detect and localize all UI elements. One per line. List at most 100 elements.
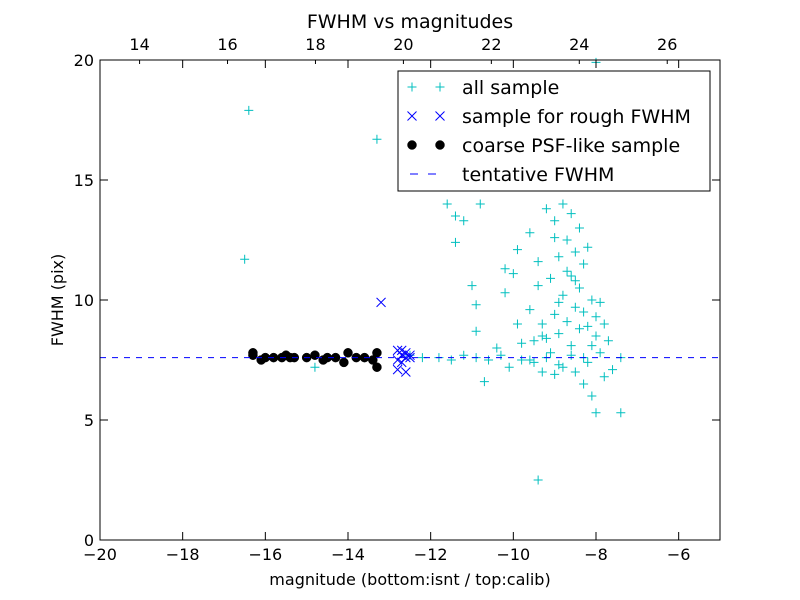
- x-tick-label-7: −6: [667, 545, 691, 564]
- data-point-2-1: [248, 348, 258, 358]
- top-tick-label-2: 18: [305, 35, 325, 54]
- data-point-0-52: [574, 283, 584, 293]
- legend-label-3: tentative FWHM: [462, 164, 614, 186]
- data-point-2-19: [372, 348, 382, 358]
- data-point-0-36: [550, 309, 560, 319]
- data-point-0-14: [492, 343, 502, 353]
- data-point-0-38: [554, 252, 564, 262]
- legend-swatch-1-b: [435, 111, 445, 121]
- data-point-0-63: [591, 331, 601, 341]
- data-point-0-58: [583, 321, 593, 331]
- data-point-0-47: [566, 341, 576, 351]
- data-point-0-9: [467, 281, 477, 291]
- legend-swatch-2-b: [435, 140, 445, 150]
- data-point-0-11: [471, 326, 481, 336]
- data-point-2-15: [343, 348, 353, 358]
- y-tick-label-4: 20: [74, 51, 94, 70]
- data-point-0-45: [566, 209, 576, 219]
- data-point-0-92: [554, 297, 564, 307]
- data-point-0-12: [475, 199, 485, 209]
- legend-swatch-2-a: [407, 140, 417, 150]
- legend: all sample sample for rough FWHM coarse PS…: [397, 70, 711, 192]
- data-point-2-14: [339, 357, 349, 368]
- x-tick-label-5: −10: [496, 545, 530, 564]
- data-point-0-39: [554, 329, 564, 339]
- data-point-0-49: [570, 302, 580, 312]
- top-tick-label-5: 24: [569, 35, 589, 54]
- data-point-0-16: [500, 288, 510, 298]
- data-point-0-90: [562, 266, 572, 276]
- data-point-0-93: [587, 341, 597, 351]
- data-point-0-21: [517, 338, 527, 348]
- data-point-1-8: [401, 367, 411, 377]
- chart-title: FWHM vs magnitudes: [307, 11, 513, 33]
- data-point-0-57: [583, 242, 593, 252]
- data-point-0-70: [608, 365, 618, 375]
- x-tick-label-6: −8: [584, 545, 608, 564]
- data-point-0-41: [558, 290, 568, 300]
- data-point-0-55: [579, 307, 589, 317]
- data-point-0-31: [541, 204, 551, 214]
- data-point-0-27: [533, 281, 543, 291]
- x-tick-label-4: −12: [414, 545, 448, 564]
- data-point-0-2: [372, 134, 382, 144]
- data-point-0-76: [446, 355, 456, 365]
- x-axis-label: magnitude (bottom:isnt / top:calib): [269, 570, 550, 589]
- data-point-0-32: [541, 333, 551, 343]
- data-point-0-8: [459, 216, 469, 226]
- top-tick-label-0: 14: [129, 35, 149, 54]
- data-point-0-10: [471, 300, 481, 310]
- data-point-0-71: [616, 408, 626, 418]
- data-point-0-44: [562, 317, 572, 327]
- data-point-0-30: [537, 367, 547, 377]
- data-point-0-24: [525, 305, 535, 315]
- data-point-0-94: [537, 331, 547, 341]
- legend-swatch-1-a: [407, 111, 417, 121]
- data-point-0-17: [504, 362, 514, 372]
- y-tick-label-0: 0: [84, 531, 94, 550]
- x-tick-label-0: −20: [83, 545, 117, 564]
- data-point-0-6: [450, 211, 460, 221]
- data-point-0-3: [533, 475, 543, 485]
- y-axis-label: FWHM (pix): [48, 254, 67, 347]
- data-point-2-10: [310, 350, 320, 360]
- y-tick-label-2: 10: [74, 291, 94, 310]
- x-tick-label-2: −16: [248, 545, 282, 564]
- data-point-1-9: [405, 352, 415, 363]
- data-point-0-25: [529, 336, 539, 346]
- data-point-0-65: [595, 297, 605, 307]
- data-point-0-91: [570, 276, 580, 286]
- data-point-0-40: [558, 199, 568, 209]
- plot-layer: [100, 57, 720, 485]
- data-point-0-80: [496, 350, 506, 360]
- data-point-0-7: [450, 237, 460, 247]
- data-point-0-20: [512, 245, 522, 255]
- data-point-0-0: [240, 254, 250, 264]
- data-point-0-13: [479, 377, 489, 387]
- legend-label-2: coarse PSF-like sample: [462, 135, 680, 157]
- data-point-0-34: [546, 348, 556, 358]
- y-tick-label-1: 5: [84, 411, 94, 430]
- data-point-0-56: [579, 379, 589, 389]
- top-tick-label-1: 16: [217, 35, 237, 54]
- data-point-0-5: [442, 199, 452, 209]
- x-tick-label-3: −14: [331, 545, 365, 564]
- data-point-0-64: [591, 408, 601, 418]
- data-point-0-1: [244, 105, 254, 115]
- top-tick-label-4: 22: [481, 35, 501, 54]
- data-point-0-69: [603, 336, 613, 346]
- data-point-0-59: [583, 357, 593, 367]
- legend-swatch-0-b: [435, 82, 445, 92]
- legend-swatch-0-a: [407, 82, 417, 92]
- data-point-0-46: [566, 271, 576, 281]
- data-point-0-67: [599, 319, 609, 329]
- data-point-0-81: [310, 362, 320, 372]
- data-point-0-26: [529, 357, 539, 367]
- data-point-2-20: [372, 362, 382, 372]
- data-point-0-54: [579, 259, 589, 269]
- data-point-0-22: [517, 355, 527, 365]
- data-point-0-35: [550, 216, 560, 226]
- data-point-0-89: [550, 233, 560, 243]
- data-point-0-60: [587, 295, 597, 305]
- data-point-0-61: [587, 391, 597, 401]
